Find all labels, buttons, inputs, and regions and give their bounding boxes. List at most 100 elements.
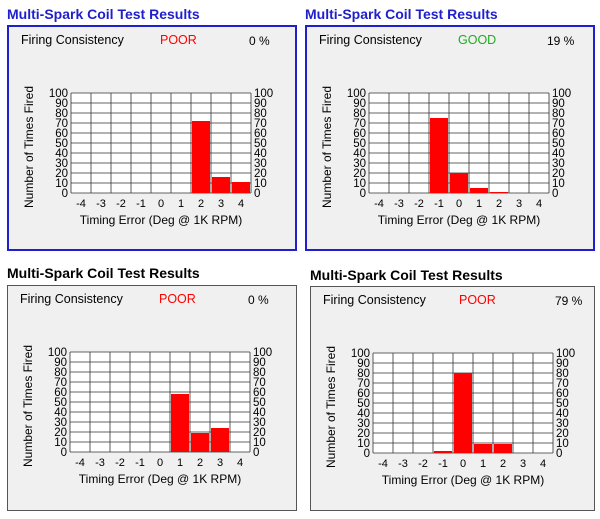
x-tick-label: 2 — [500, 458, 506, 470]
x-tick-label: -4 — [374, 198, 384, 210]
y-tick-label-right: 0 — [552, 188, 558, 200]
y-tick-label-right: 90 — [556, 358, 569, 370]
x-tick-label: 2 — [496, 198, 502, 210]
consistency-status: POOR — [159, 292, 196, 306]
bar-1 — [171, 394, 189, 452]
y-tick-label-right: 100 — [552, 88, 571, 100]
y-tick-label-right: 30 — [552, 158, 565, 170]
y-axis-label: Number of Times Fired — [320, 86, 334, 208]
x-axis-label: Timing Error (Deg @ 1K RPM) — [378, 213, 540, 227]
y-tick-label-right: 10 — [253, 437, 266, 449]
x-tick-label: 1 — [480, 458, 486, 470]
bar--1 — [430, 118, 448, 193]
bar-2 — [494, 444, 512, 453]
y-tick-label-left: 80 — [54, 367, 67, 379]
consistency-percent: 79 % — [555, 294, 583, 308]
consistency-percent: 0 % — [249, 34, 270, 48]
y-tick-label-right: 60 — [552, 128, 565, 140]
y-tick-label-right: 100 — [254, 88, 273, 100]
firing-consistency-label: Firing Consistency — [323, 293, 426, 307]
x-tick-label: -1 — [434, 198, 444, 210]
y-tick-label-right: 60 — [254, 128, 267, 140]
y-tick-label-right: 50 — [254, 138, 267, 150]
consistency-status: POOR — [160, 33, 197, 47]
y-tick-label-left: 20 — [54, 427, 67, 439]
y-tick-label-right: 10 — [254, 178, 267, 190]
x-tick-label: -4 — [76, 198, 86, 210]
y-axis-label: Number of Times Fired — [22, 86, 36, 208]
x-tick-label: -2 — [115, 457, 125, 469]
x-tick-label: -2 — [418, 458, 428, 470]
chart-grid — [70, 92, 252, 194]
bar-3 — [211, 428, 229, 452]
x-tick-label: 4 — [237, 457, 243, 469]
test-result-panel[interactable]: Firing Consistency POOR 0 % 100 100 90 90 80 80 7… — [7, 25, 297, 251]
y-tick-label-left: 60 — [353, 128, 366, 140]
x-tick-label: 0 — [456, 198, 462, 210]
y-axis-label: Number of Times Fired — [324, 346, 338, 468]
panel-title: Multi-Spark Coil Test Results — [310, 267, 503, 283]
bar-3 — [212, 177, 230, 193]
y-tick-label-left: 90 — [357, 358, 370, 370]
y-tick-label-left: 90 — [54, 357, 67, 369]
x-tick-label: 0 — [158, 198, 164, 210]
y-tick-label-left: 20 — [357, 428, 370, 440]
bar-2 — [192, 121, 210, 193]
y-tick-label-left: 100 — [351, 348, 370, 360]
y-tick-label-left: 10 — [357, 438, 370, 450]
y-tick-label-left: 50 — [357, 398, 370, 410]
x-axis-label: Timing Error (Deg @ 1K RPM) — [382, 473, 544, 487]
y-tick-label-right: 60 — [556, 388, 569, 400]
y-tick-label-right: 0 — [253, 447, 259, 459]
y-tick-label-left: 30 — [55, 158, 68, 170]
test-result-panel[interactable]: Firing Consistency POOR 79 % 100 100 90 90 80 80… — [310, 286, 595, 511]
y-tick-label-right: 30 — [253, 417, 266, 429]
y-tick-label-left: 20 — [353, 168, 366, 180]
test-result-panel[interactable]: Firing Consistency POOR 0 % 100 100 90 90 80 80 7… — [7, 285, 297, 511]
y-tick-label-right: 80 — [254, 108, 267, 120]
x-tick-label: -3 — [96, 198, 106, 210]
x-tick-label: 1 — [177, 457, 183, 469]
y-tick-label-left: 0 — [360, 188, 366, 200]
bar--1 — [434, 451, 452, 453]
y-tick-label-right: 40 — [254, 148, 267, 160]
y-tick-label-right: 40 — [552, 148, 565, 160]
y-tick-label-right: 30 — [254, 158, 267, 170]
y-tick-label-left: 60 — [357, 388, 370, 400]
y-tick-label-right: 80 — [556, 368, 569, 380]
consistency-percent: 19 % — [547, 34, 575, 48]
y-tick-label-right: 10 — [556, 438, 569, 450]
y-tick-label-left: 80 — [353, 108, 366, 120]
x-tick-label: 2 — [197, 457, 203, 469]
x-tick-label: 3 — [516, 198, 522, 210]
y-tick-label-left: 0 — [364, 448, 370, 460]
y-tick-label-right: 50 — [552, 138, 565, 150]
y-tick-label-left: 30 — [353, 158, 366, 170]
y-tick-label-right: 90 — [254, 98, 267, 110]
y-tick-label-left: 100 — [48, 347, 67, 359]
x-tick-label: 0 — [157, 457, 163, 469]
test-result-panel[interactable]: Firing Consistency GOOD 19 % 100 100 90 90 80 80… — [305, 25, 595, 251]
y-tick-label-left: 80 — [55, 108, 68, 120]
y-tick-label-right: 100 — [253, 347, 272, 359]
y-tick-label-left: 0 — [61, 447, 67, 459]
y-tick-label-left: 70 — [353, 118, 366, 130]
y-axis-label: Number of Times Fired — [21, 345, 35, 467]
consistency-percent: 0 % — [248, 293, 269, 307]
y-tick-label-right: 90 — [552, 98, 565, 110]
x-tick-label: 4 — [238, 198, 244, 210]
x-tick-label: -3 — [394, 198, 404, 210]
y-tick-label-left: 40 — [55, 148, 68, 160]
x-tick-label: -4 — [75, 457, 85, 469]
y-tick-label-right: 30 — [556, 418, 569, 430]
panel-title: Multi-Spark Coil Test Results — [305, 6, 498, 22]
y-tick-label-right: 70 — [253, 377, 266, 389]
y-tick-label-left: 50 — [55, 138, 68, 150]
y-tick-label-right: 20 — [556, 428, 569, 440]
x-axis-label: Timing Error (Deg @ 1K RPM) — [80, 213, 242, 227]
y-tick-label-left: 80 — [357, 368, 370, 380]
y-tick-label-right: 50 — [253, 397, 266, 409]
panel-title: Multi-Spark Coil Test Results — [7, 265, 200, 281]
